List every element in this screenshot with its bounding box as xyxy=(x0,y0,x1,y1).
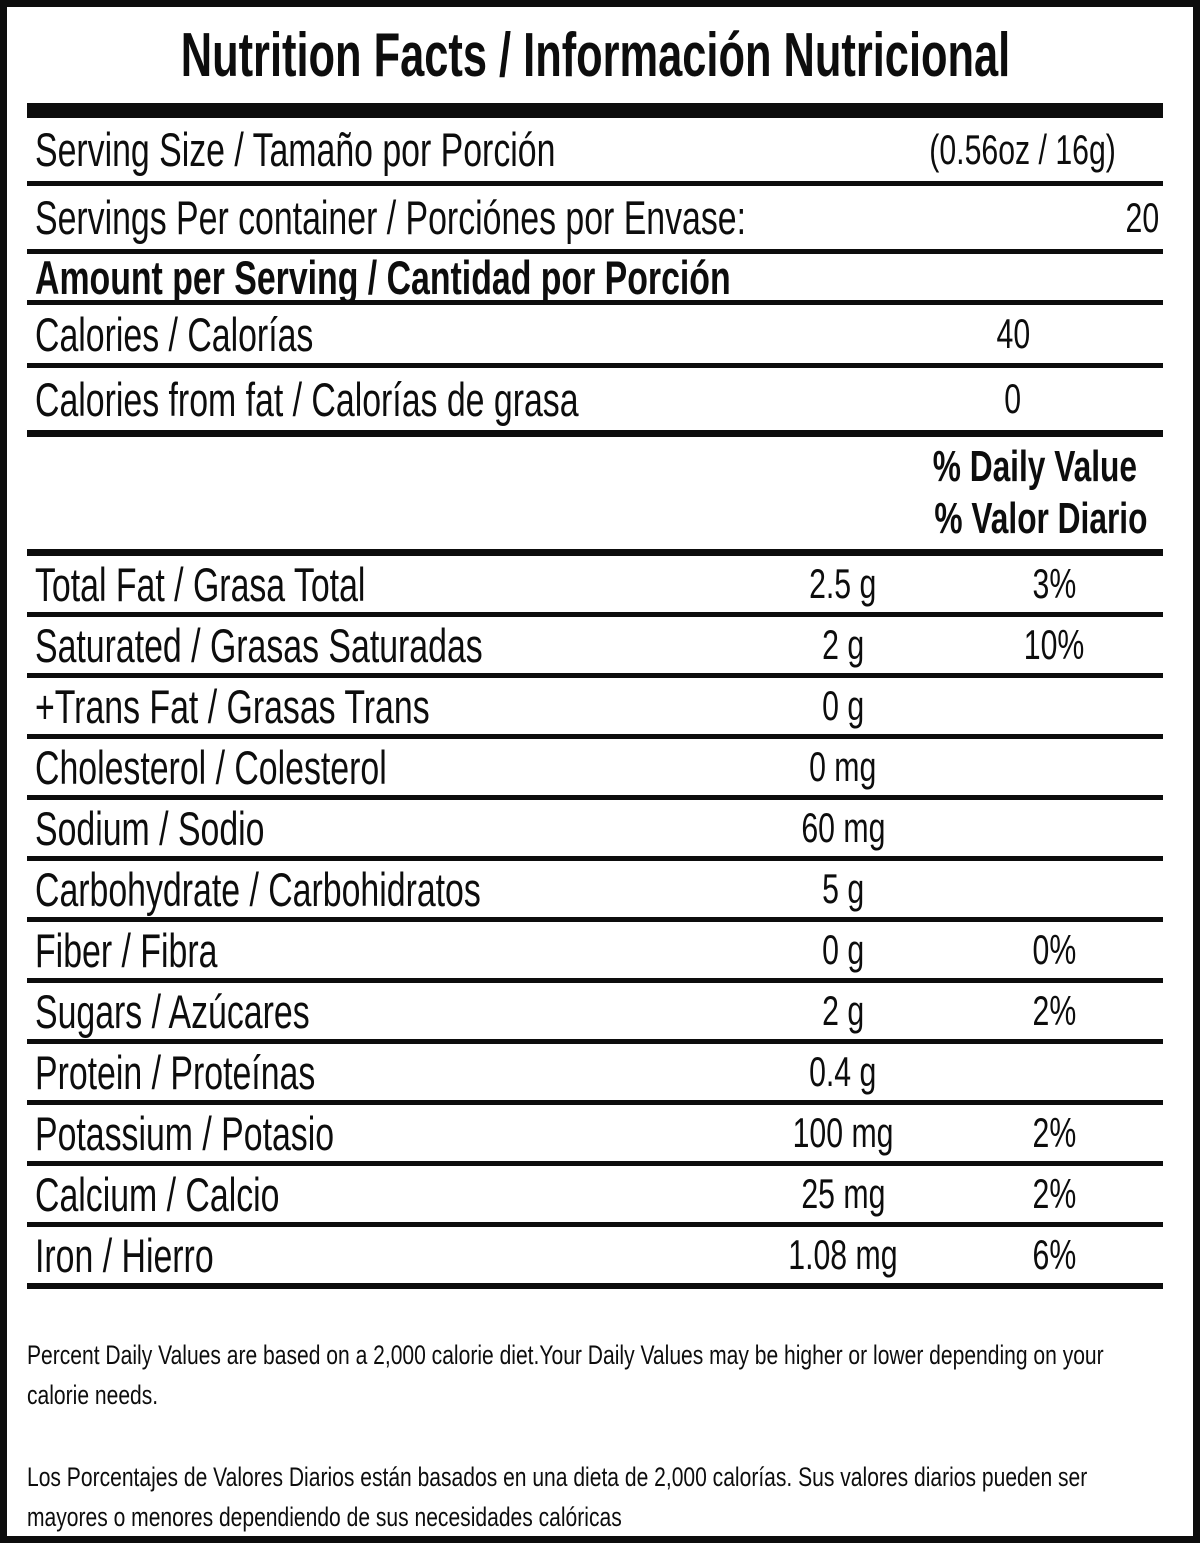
nutrient-amount: 100 mg xyxy=(792,1109,894,1156)
nutrient-amount: 1.08 mg xyxy=(788,1231,898,1278)
daily-value-header: % Daily Value % Valor Diario xyxy=(893,441,1148,545)
calories-from-fat-label: Calories from fat / Calorías de grasa xyxy=(35,372,579,426)
nutrient-row-cholesterol: Cholesterol / Colesterol 0 mg xyxy=(27,739,1163,800)
nutrient-row-sugars: Sugars / Azúcares 2 g 2% xyxy=(27,983,1163,1044)
nutrient-label: Fiber / Fibra xyxy=(35,923,218,977)
nutrient-dv: 6% xyxy=(1032,1231,1076,1278)
nutrient-row-carbohydrate: Carbohydrate / Carbohidratos 5 g xyxy=(27,861,1163,922)
footnote-spanish: Los Porcentajes de Valores Diarios están… xyxy=(27,1462,1088,1532)
daily-value-header-es: % Valor Diario xyxy=(934,494,1148,543)
nutrient-amount: 2.5 g xyxy=(809,560,877,607)
nutrient-row-sodium: Sodium / Sodio 60 mg xyxy=(27,800,1163,861)
nutrient-dv: 2% xyxy=(1032,987,1076,1034)
daily-value-header-row: % Daily Value % Valor Diario xyxy=(27,437,1163,556)
nutrient-label: Potassium / Potasio xyxy=(35,1106,335,1160)
nutrient-row-potassium: Potassium / Potasio 100 mg 2% xyxy=(27,1105,1163,1166)
nutrient-row-iron: Iron / Hierro 1.08 mg 6% xyxy=(27,1227,1163,1289)
servings-per-container-row: Servings Per container / Porciónes por E… xyxy=(27,186,1163,254)
nutrient-dv: 0% xyxy=(1032,926,1076,973)
nutrient-dv: 3% xyxy=(1032,560,1076,607)
nutrient-label: Total Fat / Grasa Total xyxy=(35,557,366,611)
nutrient-row-fiber: Fiber / Fibra 0 g 0% xyxy=(27,922,1163,983)
servings-per-container-label: Servings Per container / Porciónes por E… xyxy=(35,191,747,244)
nutrient-row-trans-fat: +Trans Fat / Grasas Trans 0 g xyxy=(27,678,1163,739)
calories-row: Calories / Calorías 40 xyxy=(27,305,1163,368)
nutrient-label: Iron / Hierro xyxy=(35,1228,214,1282)
nutrient-row-calcium: Calcium / Calcio 25 mg 2% xyxy=(27,1166,1163,1227)
nutrient-dv: 10% xyxy=(1023,621,1085,668)
nutrient-amount: 0.4 g xyxy=(809,1048,877,1095)
nutrient-amount: 5 g xyxy=(821,865,865,912)
title-divider-bar xyxy=(27,103,1163,118)
nutrient-label: Saturated / Grasas Saturadas xyxy=(35,618,483,672)
footnotes: Percent Daily Values are based on a 2,00… xyxy=(27,1289,1163,1536)
calories-from-fat-value: 0 xyxy=(1004,375,1022,422)
nutrient-row-protein: Protein / Proteínas 0.4 g xyxy=(27,1044,1163,1105)
nutrient-label: Sodium / Sodio xyxy=(35,801,265,855)
label-header: Nutrition Facts / Información Nutriciona… xyxy=(27,7,1163,103)
nutrient-row-total-fat: Total Fat / Grasa Total 2.5 g 3% xyxy=(27,556,1163,617)
nutrient-label: Protein / Proteínas xyxy=(35,1045,316,1099)
footnote-english: Percent Daily Values are based on a 2,00… xyxy=(27,1340,1104,1410)
daily-value-header-en: % Daily Value xyxy=(932,442,1137,491)
nutrient-label: Sugars / Azúcares xyxy=(35,984,310,1038)
nutrient-label: Cholesterol / Colesterol xyxy=(35,740,387,794)
serving-size-label: Serving Size / Tamaño por Porción xyxy=(35,123,556,176)
serving-size-row: Serving Size / Tamaño por Porción (0.56o… xyxy=(27,118,1163,186)
calories-label: Calories / Calorías xyxy=(35,307,314,361)
nutrient-amount: 0 mg xyxy=(809,743,877,790)
nutrient-label: Calcium / Calcio xyxy=(35,1167,280,1221)
servings-per-container-value: 20 xyxy=(1125,193,1160,241)
nutrient-amount: 0 g xyxy=(821,682,865,729)
amount-per-serving-row: Amount per Serving / Cantidad por Porció… xyxy=(27,251,1163,305)
nutrient-amount: 0 g xyxy=(821,926,865,973)
nutrient-dv: 2% xyxy=(1032,1170,1076,1217)
amount-per-serving-header: Amount per Serving / Cantidad por Porció… xyxy=(35,250,731,304)
calories-value: 40 xyxy=(996,310,1030,357)
calories-from-fat-row: Calories from fat / Calorías de grasa 0 xyxy=(27,368,1163,437)
page-title: Nutrition Facts / Información Nutriciona… xyxy=(180,20,1010,90)
nutrient-amount: 25 mg xyxy=(800,1170,886,1217)
nutrient-amount: 2 g xyxy=(821,621,865,668)
nutrient-label: +Trans Fat / Grasas Trans xyxy=(35,679,430,733)
serving-size-value: (0.56oz / 16g) xyxy=(929,125,1116,173)
nutrient-dv: 2% xyxy=(1032,1109,1076,1156)
nutrient-amount: 60 mg xyxy=(800,804,886,851)
nutrient-label: Carbohydrate / Carbohidratos xyxy=(35,862,481,916)
nutrient-amount: 2 g xyxy=(821,987,865,1034)
nutrient-row-saturated-fat: Saturated / Grasas Saturadas 2 g 10% xyxy=(27,617,1163,678)
